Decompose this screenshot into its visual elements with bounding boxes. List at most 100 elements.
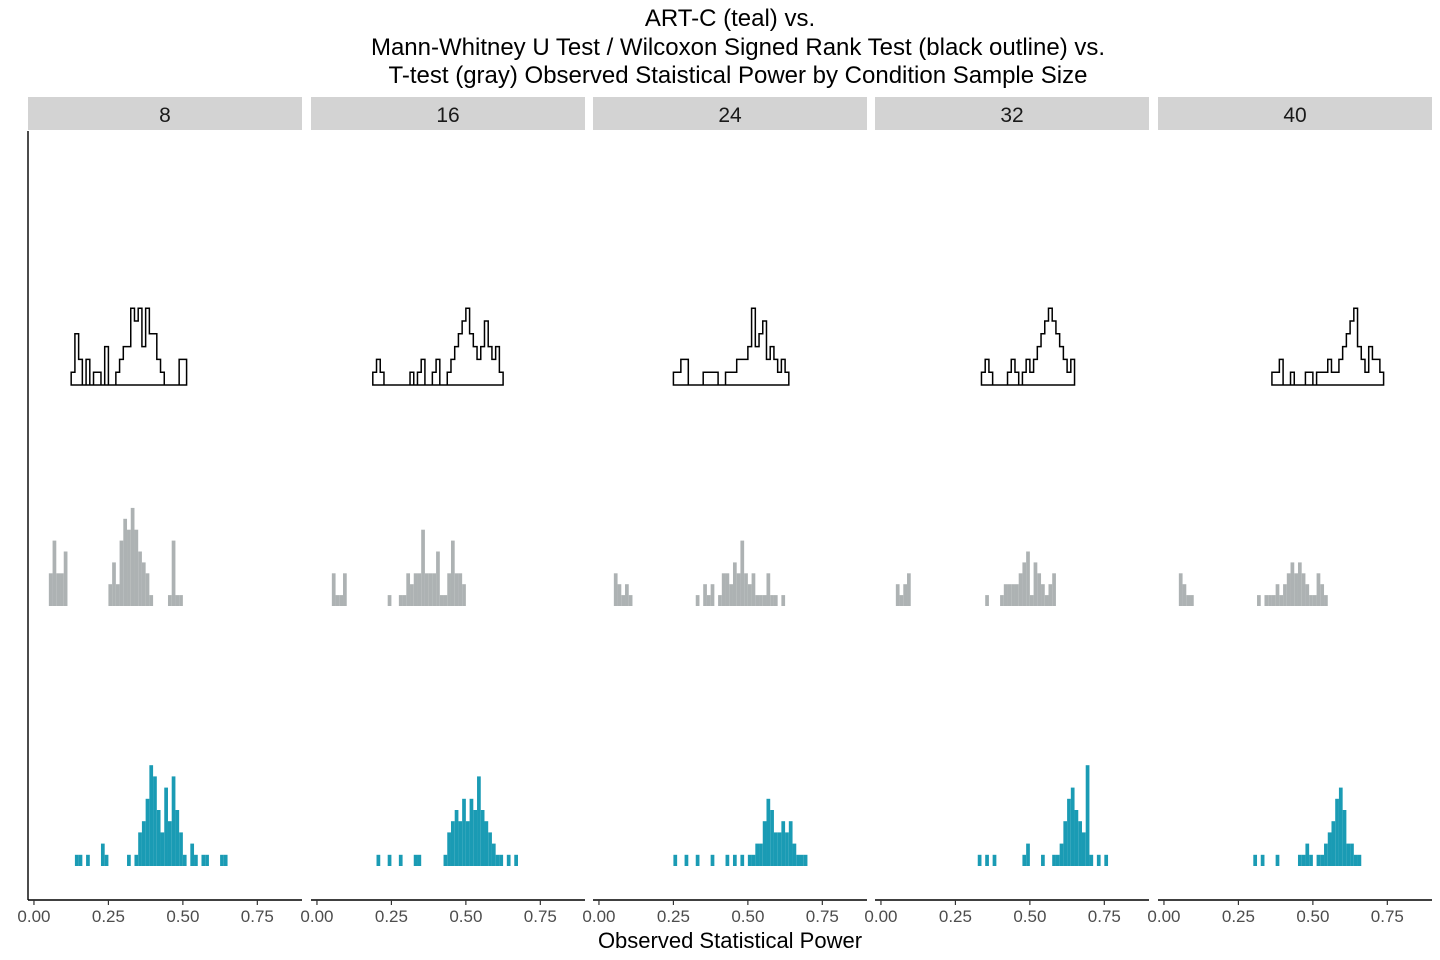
histogram-outline-mann-whitney — [372, 307, 504, 386]
histogram-bar-art-c — [469, 798, 474, 866]
histogram-bar-art-c — [762, 821, 767, 866]
histogram-bar-t-test — [428, 573, 433, 606]
histogram-bar-t-test — [1283, 584, 1287, 606]
histogram-bar-art-c — [134, 854, 139, 866]
histogram-bar-t-test — [458, 573, 463, 606]
histogram-bar-t-test — [1007, 584, 1012, 606]
histogram-bar-t-test — [770, 595, 774, 606]
histogram-bar-t-test — [424, 573, 429, 606]
histogram-bar-t-test — [725, 573, 730, 606]
histogram-bar-t-test — [1257, 595, 1261, 606]
histogram-bar-t-test — [710, 584, 715, 606]
histogram-bar-art-c — [78, 854, 83, 866]
histogram-bar-t-test — [167, 595, 172, 606]
histogram-bar-t-test — [703, 584, 707, 606]
histogram-bar-t-test — [1052, 573, 1056, 606]
histogram-bar-t-test — [706, 595, 711, 606]
histogram-bar-art-c — [992, 854, 997, 866]
histogram-bar-t-test — [1178, 573, 1183, 606]
histogram-bar-t-test — [1290, 562, 1295, 606]
histogram-outline-mann-whitney — [980, 307, 1076, 386]
histogram-bar-art-c — [755, 843, 760, 866]
histogram-bar-art-c — [725, 854, 730, 866]
histogram-bar-art-c — [766, 798, 771, 866]
facet-strip-label: 40 — [1283, 104, 1306, 127]
histogram-bar-t-test — [1297, 562, 1302, 606]
x-tick-label: 0.00 — [1147, 907, 1180, 926]
histogram-bar-art-c — [1320, 854, 1325, 866]
histogram-bar-art-c — [167, 821, 172, 866]
histogram-bar-t-test — [1279, 595, 1284, 606]
histogram-bar-art-c — [74, 854, 79, 866]
histogram-bar-art-c — [495, 854, 500, 866]
facet-panel-8: 8 0.00 0.25 0.50 0.75 — [17, 97, 302, 926]
histogram-bar-art-c — [86, 854, 90, 866]
histogram-bar-t-test — [115, 584, 120, 606]
histogram-bar-art-c — [376, 854, 381, 866]
histogram-bar-art-c — [1070, 787, 1075, 866]
histogram-bar-art-c — [740, 854, 745, 866]
histogram-bar-t-test — [1022, 562, 1027, 606]
histogram-bar-art-c — [514, 854, 518, 866]
histogram-bar-t-test — [417, 573, 422, 606]
histogram-bar-t-test — [1268, 595, 1272, 606]
histogram-bar-t-test — [755, 595, 760, 606]
histogram-bar-art-c — [484, 821, 489, 866]
chart-title-line-3: T-test (gray) Observed Staistical Power … — [389, 62, 1088, 89]
histogram-bar-art-c — [447, 832, 451, 866]
histogram-bar-art-c — [182, 854, 187, 866]
histogram-bar-t-test — [1316, 573, 1321, 606]
histogram-bar-art-c — [695, 854, 700, 866]
histogram-bar-t-test — [1033, 562, 1038, 606]
histogram-bar-t-test — [439, 595, 444, 606]
histogram-bar-t-test — [617, 584, 622, 606]
histogram-bar-t-test — [1000, 595, 1004, 606]
histogram-bar-art-c — [1081, 832, 1086, 866]
histogram-outline-mann-whitney — [672, 307, 790, 386]
x-tick-label: 0.25 — [939, 907, 972, 926]
histogram-bar-art-c — [450, 821, 455, 866]
histogram-bar-art-c — [488, 832, 492, 866]
facet-panel-24: 24 0.00 0.25 0.50 0.75 — [582, 97, 867, 926]
histogram-bar-t-test — [985, 595, 989, 606]
histogram-bar-art-c — [1063, 821, 1068, 866]
x-tick-label: 0.50 — [449, 907, 482, 926]
histogram-bar-art-c — [1324, 843, 1328, 866]
histogram-bar-art-c — [1350, 843, 1354, 866]
histogram-bar-art-c — [1026, 843, 1030, 866]
histogram-bar-art-c — [747, 854, 752, 866]
histogram-bar-art-c — [1104, 854, 1109, 866]
histogram-bar-t-test — [138, 551, 142, 606]
x-tick-label: 0.75 — [1371, 907, 1404, 926]
histogram-bar-art-c — [732, 854, 737, 866]
histogram-bar-t-test — [1275, 584, 1280, 606]
histogram-bar-t-test — [1320, 584, 1325, 606]
histogram-bar-art-c — [1078, 821, 1082, 866]
histogram-bar-t-test — [398, 595, 403, 606]
histogram-bar-art-c — [788, 821, 793, 866]
histogram-bar-t-test — [387, 595, 392, 606]
histogram-bar-t-test — [621, 595, 626, 606]
histogram-outline-mann-whitney — [1271, 307, 1385, 386]
histogram-bar-art-c — [156, 810, 161, 866]
histogram-bar-t-test — [1014, 584, 1019, 606]
histogram-bar-t-test — [421, 529, 425, 606]
histogram-bar-art-c — [985, 854, 989, 866]
histogram-bar-art-c — [138, 832, 142, 866]
facet-strip-label: 16 — [436, 104, 459, 127]
histogram-bar-t-test — [907, 573, 911, 606]
histogram-bar-art-c — [710, 854, 715, 866]
histogram-bar-art-c — [462, 798, 466, 866]
x-tick-label: 0.25 — [92, 907, 125, 926]
histogram-bar-t-test — [1037, 573, 1042, 606]
histogram-bar-art-c — [1297, 854, 1302, 866]
histogram-bar-t-test — [740, 540, 745, 606]
histogram-bar-t-test — [1182, 584, 1187, 606]
histogram-bar-t-test — [773, 595, 778, 606]
histogram-bar-art-c — [770, 810, 774, 866]
histogram-bar-art-c — [491, 843, 496, 866]
histogram-bar-t-test — [903, 584, 908, 606]
facet-strip-label: 8 — [159, 104, 171, 127]
histogram-bar-art-c — [458, 821, 463, 866]
